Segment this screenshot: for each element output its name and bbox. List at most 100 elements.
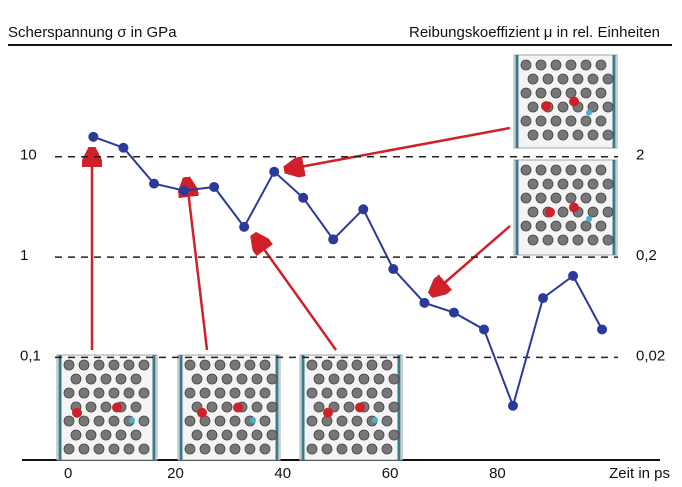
atom	[337, 444, 347, 454]
data-point	[269, 167, 279, 177]
data-point	[508, 401, 518, 411]
x-tick-label: 40	[274, 465, 291, 482]
atom	[71, 430, 81, 440]
atom	[588, 179, 598, 189]
atom	[536, 193, 546, 203]
data-point	[149, 179, 159, 189]
atom	[101, 374, 111, 384]
atom-oxygen	[72, 408, 82, 418]
atom	[588, 235, 598, 245]
atom	[314, 430, 324, 440]
atom	[307, 360, 317, 370]
atom	[551, 88, 561, 98]
atom-oxygen	[569, 97, 579, 107]
atom	[581, 116, 591, 126]
atom	[566, 193, 576, 203]
atom	[603, 130, 613, 140]
atom	[581, 88, 591, 98]
atom	[581, 165, 591, 175]
atom	[185, 444, 195, 454]
atom	[389, 374, 399, 384]
atom	[536, 116, 546, 126]
atom	[337, 360, 347, 370]
atom	[245, 444, 255, 454]
atom-hydrogen	[129, 417, 135, 423]
atom-oxygen	[197, 408, 207, 418]
atom	[245, 360, 255, 370]
atom	[139, 416, 149, 426]
atom	[64, 388, 74, 398]
atom	[230, 444, 240, 454]
atom	[314, 374, 324, 384]
atom	[307, 416, 317, 426]
atom-oxygen	[323, 408, 333, 418]
y-tick-label: 0,1	[20, 347, 41, 364]
atom-hydrogen	[586, 216, 592, 222]
atom	[573, 235, 583, 245]
atom-oxygen	[545, 207, 555, 217]
atom	[352, 444, 362, 454]
atom	[551, 116, 561, 126]
y2-tick-label: 0,02	[636, 347, 665, 364]
data-point	[239, 222, 249, 232]
atom	[551, 193, 561, 203]
data-point	[597, 324, 607, 334]
atom	[596, 193, 606, 203]
data-point	[209, 182, 219, 192]
atom	[86, 430, 96, 440]
atom	[603, 179, 613, 189]
atom	[267, 374, 277, 384]
atom	[603, 207, 613, 217]
atom	[131, 430, 141, 440]
data-point	[88, 132, 98, 142]
data-point	[298, 193, 308, 203]
atom	[215, 444, 225, 454]
atom	[109, 360, 119, 370]
atom	[79, 444, 89, 454]
atom	[382, 360, 392, 370]
atom	[185, 416, 195, 426]
atom	[222, 402, 232, 412]
atom	[192, 430, 202, 440]
data-point	[568, 271, 578, 281]
atom	[230, 360, 240, 370]
x-tick-label: 20	[167, 465, 184, 482]
atom	[237, 430, 247, 440]
atom	[185, 388, 195, 398]
atom	[558, 179, 568, 189]
atom	[581, 193, 591, 203]
atom	[192, 374, 202, 384]
atom	[207, 430, 217, 440]
atom	[596, 88, 606, 98]
atom	[267, 430, 277, 440]
atom	[566, 221, 576, 231]
atom	[79, 388, 89, 398]
atom	[245, 388, 255, 398]
atom	[536, 221, 546, 231]
atom	[322, 360, 332, 370]
atom	[139, 360, 149, 370]
arrow	[256, 238, 336, 350]
atom	[64, 444, 74, 454]
atom	[222, 430, 232, 440]
atom	[222, 374, 232, 384]
y2-axis-label: Reibungskoeffizient μ in rel. Einheiten	[409, 24, 660, 41]
atom-hydrogen	[250, 417, 256, 423]
atom	[389, 402, 399, 412]
atom	[260, 388, 270, 398]
atom	[260, 416, 270, 426]
atom	[581, 221, 591, 231]
atom	[94, 388, 104, 398]
atom	[94, 416, 104, 426]
atom	[573, 130, 583, 140]
atom	[230, 388, 240, 398]
atom	[86, 374, 96, 384]
atom	[101, 430, 111, 440]
atom	[588, 74, 598, 84]
atom	[543, 179, 553, 189]
insets	[57, 55, 617, 460]
atom	[94, 444, 104, 454]
atom	[352, 360, 362, 370]
data-point	[328, 234, 338, 244]
atom-oxygen	[569, 203, 579, 213]
